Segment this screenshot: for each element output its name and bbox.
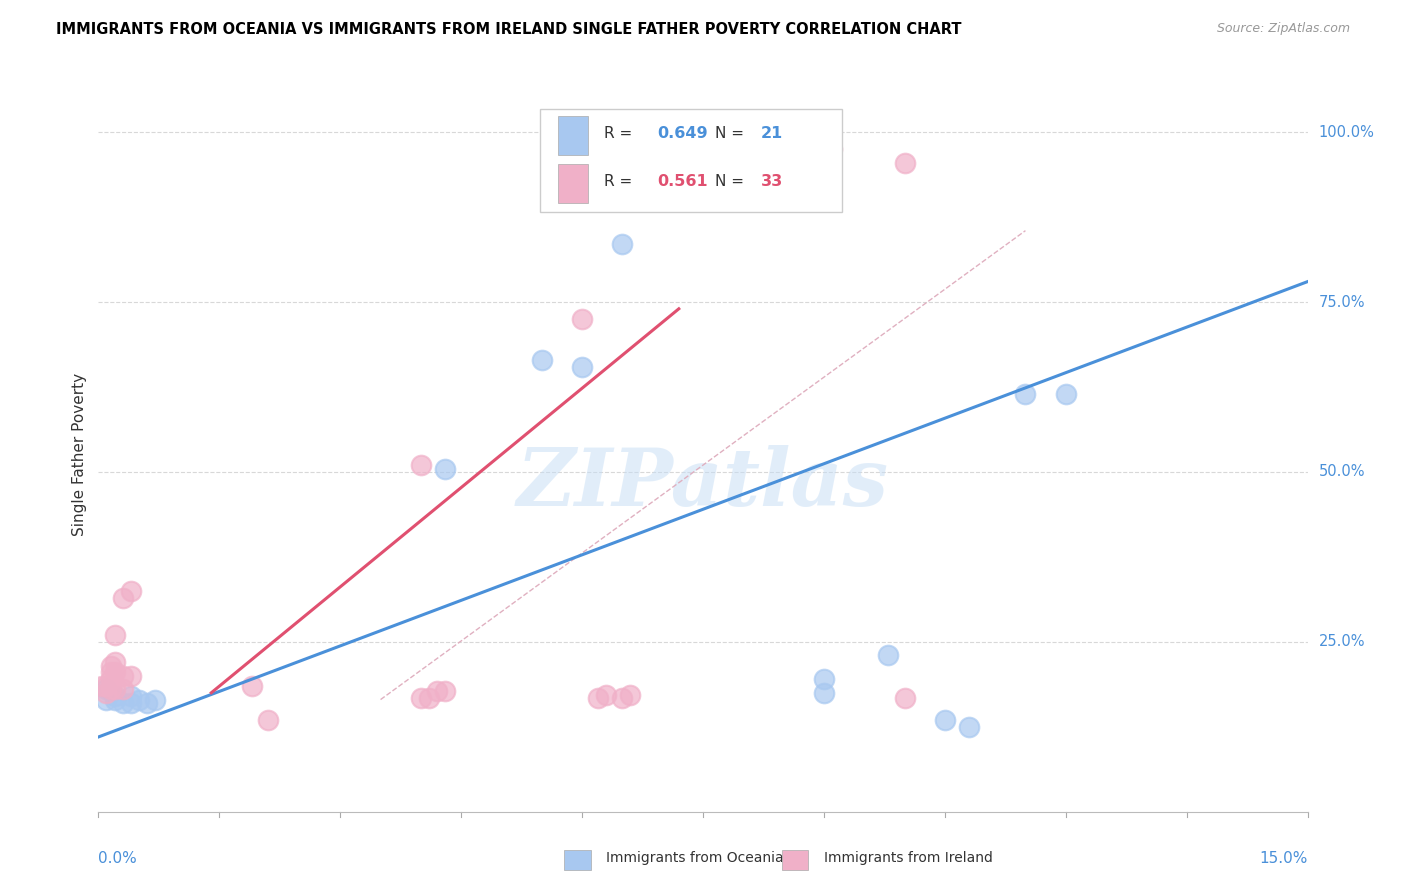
Point [100, 682, 122, 697]
Point [100, 658, 122, 673]
Text: 15.0%: 15.0% [1260, 851, 1308, 865]
FancyBboxPatch shape [558, 164, 588, 203]
Point [111, 696, 134, 710]
Text: 0.0%: 0.0% [98, 851, 138, 865]
Point [96, 679, 118, 693]
Text: N =: N = [716, 126, 749, 141]
Point [612, 690, 634, 705]
Point [103, 655, 125, 669]
FancyBboxPatch shape [564, 850, 591, 871]
FancyBboxPatch shape [558, 116, 588, 155]
Point [128, 692, 150, 706]
Point [256, 713, 278, 727]
Point [1054, 386, 1077, 401]
FancyBboxPatch shape [540, 109, 842, 212]
Point [612, 237, 634, 252]
Point [91, 679, 114, 693]
Point [571, 312, 593, 326]
Point [418, 690, 440, 705]
Text: 0.649: 0.649 [657, 126, 707, 141]
Text: R =: R = [603, 126, 637, 141]
Point [100, 665, 122, 680]
Text: Source: ZipAtlas.com: Source: ZipAtlas.com [1216, 22, 1350, 36]
Text: IMMIGRANTS FROM OCEANIA VS IMMIGRANTS FROM IRELAND SINGLE FATHER POVERTY CORRELA: IMMIGRANTS FROM OCEANIA VS IMMIGRANTS FR… [56, 22, 962, 37]
Point [530, 352, 553, 367]
Point [821, 142, 844, 156]
Point [813, 686, 835, 700]
Point [409, 690, 432, 705]
Point [893, 690, 915, 705]
Text: 0.561: 0.561 [657, 174, 707, 189]
Text: Immigrants from Oceania: Immigrants from Oceania [606, 851, 785, 865]
Point [595, 688, 617, 702]
Text: Immigrants from Ireland: Immigrants from Ireland [824, 851, 993, 865]
Point [120, 583, 142, 598]
Point [1014, 386, 1036, 401]
Text: 75.0%: 75.0% [1319, 294, 1365, 310]
Point [96, 682, 118, 697]
Point [111, 591, 134, 605]
Text: 33: 33 [761, 174, 783, 189]
Point [143, 692, 166, 706]
Point [893, 155, 915, 169]
Point [96, 686, 118, 700]
Point [571, 359, 593, 374]
Point [434, 683, 457, 698]
Y-axis label: Single Father Poverty: Single Father Poverty [72, 374, 87, 536]
Point [957, 720, 980, 734]
Text: N =: N = [716, 174, 749, 189]
Point [103, 682, 125, 697]
Point [103, 628, 125, 642]
FancyBboxPatch shape [782, 850, 808, 871]
Point [409, 458, 432, 472]
Point [934, 713, 956, 727]
Point [120, 696, 142, 710]
Point [586, 690, 609, 705]
Point [103, 692, 125, 706]
Point [103, 689, 125, 703]
Point [120, 689, 142, 703]
Point [103, 665, 125, 680]
Text: R =: R = [603, 174, 637, 189]
Point [426, 683, 449, 698]
Point [619, 688, 641, 702]
Point [877, 648, 900, 663]
Point [240, 679, 263, 693]
Point [111, 669, 134, 683]
Point [100, 672, 122, 686]
Text: 50.0%: 50.0% [1319, 465, 1365, 479]
Text: 100.0%: 100.0% [1319, 125, 1375, 140]
Point [96, 692, 118, 706]
Point [135, 696, 157, 710]
Text: ZIPatlas: ZIPatlas [517, 445, 889, 522]
Point [120, 669, 142, 683]
Point [434, 461, 457, 475]
Text: 25.0%: 25.0% [1319, 634, 1365, 649]
Point [111, 682, 134, 697]
Point [813, 672, 835, 686]
Point [813, 155, 835, 169]
Text: 21: 21 [761, 126, 783, 141]
